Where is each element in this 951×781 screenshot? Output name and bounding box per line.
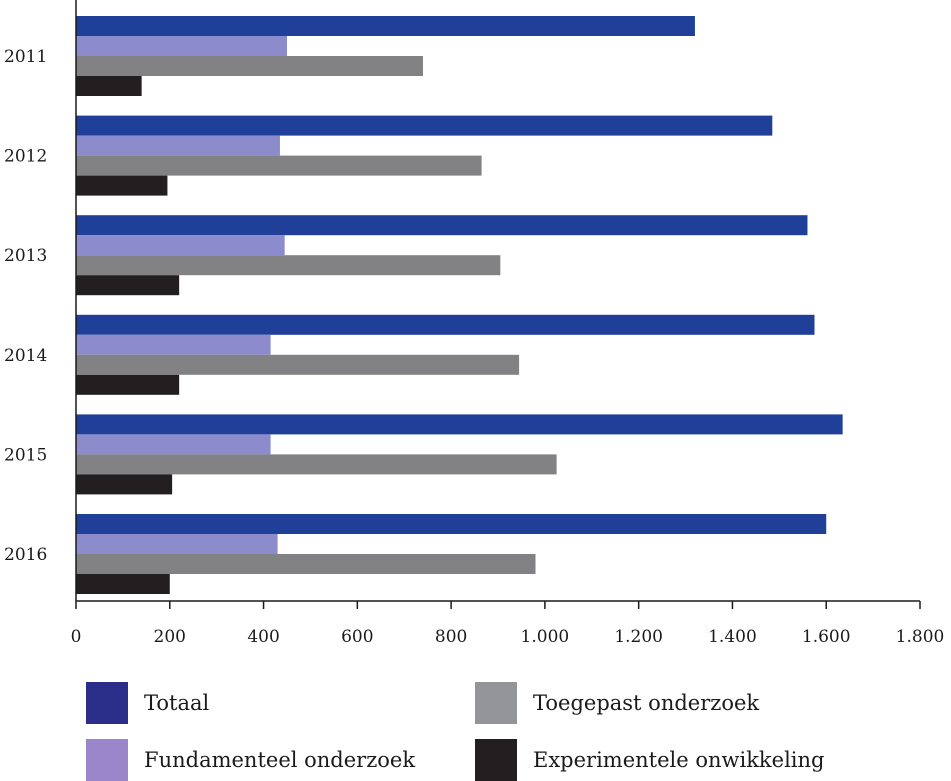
- legend-swatch-fundamenteel: [86, 739, 128, 781]
- bar-2014-fundamenteel-onderzoek: [76, 334, 271, 355]
- ticks-group: 0 200 400 600 800 1.000 1.200 1.400 1.600 1.800: [71, 601, 945, 647]
- legend-swatch-totaal: [86, 682, 128, 724]
- bar-2011-totaal: [76, 16, 695, 36]
- x-tick-label: 1.200: [614, 627, 663, 647]
- bars-group: [76, 16, 843, 594]
- x-tick-label: 200: [154, 627, 186, 647]
- legend-label-experimenteel: Experimentele onwikkeling: [533, 748, 825, 772]
- bar-2015-totaal: [76, 414, 843, 435]
- bar-2011-experimentele-onwikkeling: [76, 76, 142, 96]
- bar-2013-fundamenteel-onderzoek: [76, 235, 285, 256]
- category-label: 2014: [4, 346, 47, 366]
- bar-2012-totaal: [76, 115, 773, 136]
- legend-item-totaal: Totaal: [86, 682, 209, 724]
- legend-item-fundamenteel: Fundamenteel onderzoek: [86, 739, 415, 781]
- legend-label-totaal: Totaal: [144, 691, 210, 715]
- category-label: 2013: [4, 246, 47, 266]
- x-tick-label: 1.600: [802, 627, 851, 647]
- bar-2015-experimentele-onwikkeling: [76, 474, 173, 495]
- bar-chart: 0 200 400 600 800 1.000 1.200 1.400 1.600 1.800 2…: [4, 0, 945, 647]
- legend-swatch-experimenteel: [475, 739, 517, 781]
- axes-group: [75, 0, 920, 602]
- category-label: 2016: [4, 545, 47, 565]
- bar-2014-experimentele-onwikkeling: [76, 374, 180, 395]
- legend-item-toegepast: Toegepast onderzoek: [475, 682, 759, 724]
- bar-2016-toegepast-onderzoek: [76, 554, 536, 574]
- legend-label-toegepast: Toegepast onderzoek: [533, 691, 760, 715]
- x-tick-label: 0: [71, 627, 82, 647]
- legend-swatch-toegepast: [475, 682, 517, 724]
- x-tick-label: 1.000: [521, 627, 570, 647]
- bar-2012-toegepast-onderzoek: [76, 155, 482, 176]
- bar-2016-fundamenteel-onderzoek: [76, 534, 278, 554]
- x-tick-label: 1.800: [896, 627, 945, 647]
- bar-2015-toegepast-onderzoek: [76, 454, 557, 475]
- x-tick-label: 800: [435, 627, 467, 647]
- bar-2011-fundamenteel-onderzoek: [76, 36, 287, 56]
- bar-2015-fundamenteel-onderzoek: [76, 434, 271, 455]
- bar-2012-fundamenteel-onderzoek: [76, 135, 280, 156]
- bar-2011-toegepast-onderzoek: [76, 56, 423, 76]
- x-tick-label: 600: [341, 627, 373, 647]
- category-label: 2012: [4, 147, 47, 167]
- bar-2013-experimentele-onwikkeling: [76, 275, 180, 296]
- bar-2016-totaal: [76, 514, 827, 534]
- bar-2014-totaal: [76, 314, 815, 335]
- legend-item-experimenteel: Experimentele onwikkeling: [475, 739, 825, 781]
- bar-2016-experimentele-onwikkeling: [76, 574, 170, 594]
- legend-label-fundamenteel: Fundamenteel onderzoek: [144, 748, 416, 772]
- category-labels-group: 2011 2012 2013 2014 2015 2016: [4, 47, 47, 565]
- bar-2013-toegepast-onderzoek: [76, 255, 501, 276]
- bar-2013-totaal: [76, 215, 808, 236]
- bar-2014-toegepast-onderzoek: [76, 354, 520, 375]
- x-tick-label: 1.400: [708, 627, 757, 647]
- category-label: 2015: [4, 445, 47, 465]
- x-tick-label: 400: [247, 627, 279, 647]
- bar-2012-experimentele-onwikkeling: [76, 175, 168, 196]
- category-label: 2011: [4, 47, 47, 67]
